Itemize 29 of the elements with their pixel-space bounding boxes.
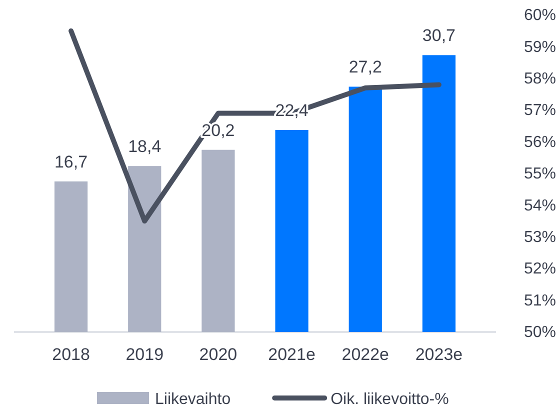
bar [54,181,88,332]
x-tick-label: 2023e [415,345,463,364]
bar [128,166,162,332]
y2-tick-label: 60% [524,7,556,24]
y2-tick-label: 51% [524,292,556,310]
bar [348,86,382,332]
y2-tick-label: 56% [524,134,556,151]
data-label: 27,2 [348,58,382,77]
y2-tick-label: 57% [524,102,556,120]
y2-tick-label: 58% [524,70,556,88]
data-label: 30,7 [422,26,456,46]
bar [275,130,308,332]
x-tick-label: 2020 [199,345,238,364]
bar [422,55,456,332]
y2-tick-label: 50% [524,324,556,342]
x-tick-label: 2022e [342,345,390,364]
x-tick-label: 2021e [268,345,316,364]
legend-label: Liikevaihto [155,391,231,408]
legend-label: Oik. liikevoitto-% [330,391,449,408]
y2-tick-label: 59% [524,38,556,56]
y2-tick-label: 55% [524,166,556,183]
y2-tick-label: 53% [524,229,556,246]
x-tick-label: 2019 [126,345,164,364]
x-tick-label: 2018 [52,345,90,364]
y2-tick-label: 52% [524,260,556,278]
data-label: 18,4 [128,137,162,156]
bar [202,150,235,332]
y2-tick-label: 54% [524,197,556,214]
data-label: 16,7 [54,152,88,172]
